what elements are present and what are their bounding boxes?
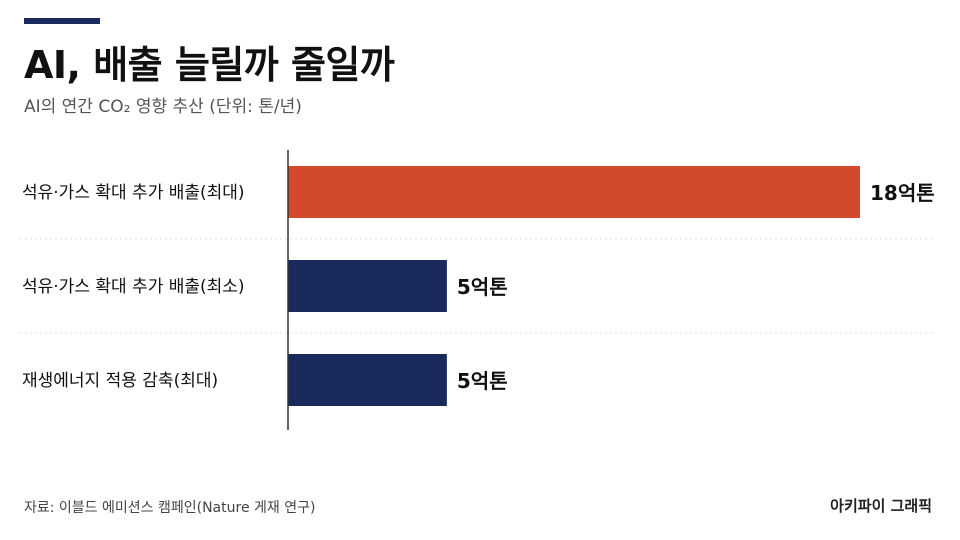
- category-label: 석유·가스 확대 추가 배출(최대): [22, 183, 245, 203]
- bar: [288, 354, 447, 406]
- accent-bar: [24, 18, 100, 24]
- category-label: 재생에너지 적용 감축(최대): [22, 371, 218, 391]
- value-label: 18억톤: [870, 181, 935, 205]
- chart-title: AI, 배출 늘릴까 줄일까: [24, 43, 395, 87]
- value-label: 5억톤: [457, 275, 508, 299]
- source-note: 자료: 이블드 에미션스 캠페인(Nature 게재 연구): [24, 500, 316, 516]
- bar: [288, 260, 447, 312]
- brand-credit: 아키파이 그래픽: [830, 497, 932, 515]
- bar: [288, 166, 860, 218]
- value-label: 5억톤: [457, 369, 508, 393]
- chart-subtitle: AI의 연간 CO₂ 영향 추산 (단위: 톤/년): [24, 97, 302, 117]
- category-label: 석유·가스 확대 추가 배출(최소): [22, 277, 245, 297]
